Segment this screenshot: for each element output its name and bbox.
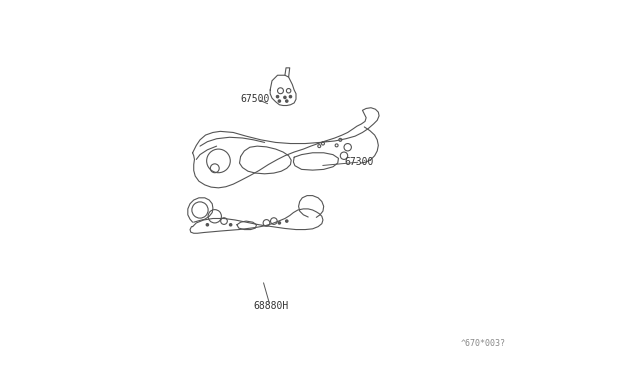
Text: 67300: 67300 <box>344 157 373 167</box>
Circle shape <box>289 96 292 98</box>
Circle shape <box>284 96 286 99</box>
Circle shape <box>230 224 232 226</box>
Circle shape <box>278 222 280 224</box>
Circle shape <box>285 100 288 102</box>
Text: 68880H: 68880H <box>253 301 289 311</box>
Circle shape <box>285 220 288 222</box>
Circle shape <box>276 96 278 98</box>
Text: 67500: 67500 <box>241 94 270 104</box>
Text: ^670*003?: ^670*003? <box>460 340 506 349</box>
Circle shape <box>206 224 209 226</box>
Circle shape <box>278 100 280 102</box>
